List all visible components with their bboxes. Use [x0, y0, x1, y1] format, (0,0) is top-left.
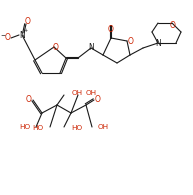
Text: −: − — [0, 33, 6, 37]
Text: +: + — [24, 28, 28, 34]
Text: HO: HO — [71, 125, 82, 131]
Text: O: O — [26, 95, 32, 104]
Text: O: O — [95, 95, 101, 104]
Text: N: N — [155, 38, 161, 48]
Text: N: N — [19, 30, 25, 40]
Text: O: O — [5, 34, 11, 43]
Text: HO: HO — [32, 125, 43, 131]
Text: N: N — [88, 43, 94, 52]
Text: O: O — [128, 36, 134, 45]
Text: O: O — [25, 18, 31, 27]
Text: O: O — [108, 26, 114, 35]
Text: O: O — [170, 21, 176, 30]
Text: OH: OH — [98, 124, 109, 130]
Text: OH: OH — [86, 90, 97, 96]
Text: OH: OH — [72, 90, 83, 96]
Text: HO: HO — [19, 124, 30, 130]
Text: O: O — [53, 43, 59, 51]
